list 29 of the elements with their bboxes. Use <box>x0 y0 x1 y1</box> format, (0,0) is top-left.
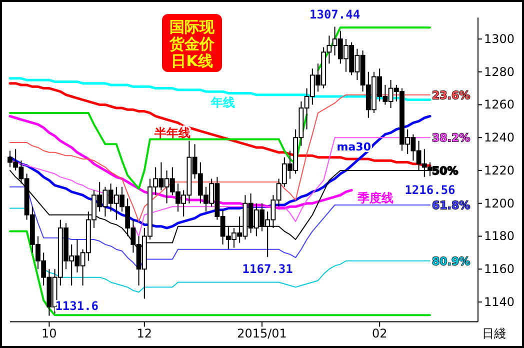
series-label: 23.6% <box>432 88 470 102</box>
x-tick-label: 10 <box>42 326 57 341</box>
text: 国际现货金价日K线 <box>168 18 216 70</box>
annotation: 1131.6 <box>55 298 99 313</box>
series-label: 80.9% <box>432 254 470 268</box>
series-label: 年线 <box>210 96 235 110</box>
x-axis-title: 日綫 <box>482 326 506 341</box>
x-tick-label: 02 <box>372 326 388 341</box>
annotation: 1307.44 <box>310 8 360 22</box>
series-label: 38.2% <box>432 132 470 145</box>
y-tick-label: 1300 <box>484 32 515 46</box>
y-tick-label: 1240 <box>484 130 515 145</box>
series-label: 61.8% <box>432 198 470 212</box>
series-label: 半年线 <box>153 126 190 140</box>
series-label: ma30 <box>336 140 372 154</box>
x-tick-label: 2015/01 <box>237 326 287 341</box>
y-tick-label: 1160 <box>484 262 515 276</box>
y-tick-label: 1140 <box>484 294 515 309</box>
x-tick-label: 12 <box>136 326 152 341</box>
series-label: 季度线 <box>356 191 394 206</box>
annotation: 1167.31 <box>242 262 293 276</box>
y-tick-label: 1220 <box>484 163 515 178</box>
y-tick-label: 1280 <box>484 64 515 79</box>
y-tick-label: 1200 <box>484 196 515 210</box>
y-tick-label: 1260 <box>484 98 515 112</box>
series-label: 50% <box>432 164 458 178</box>
y-tick-label: 1180 <box>484 229 515 244</box>
line-series <box>9 230 431 316</box>
annotation: 1216.56 <box>404 183 456 198</box>
